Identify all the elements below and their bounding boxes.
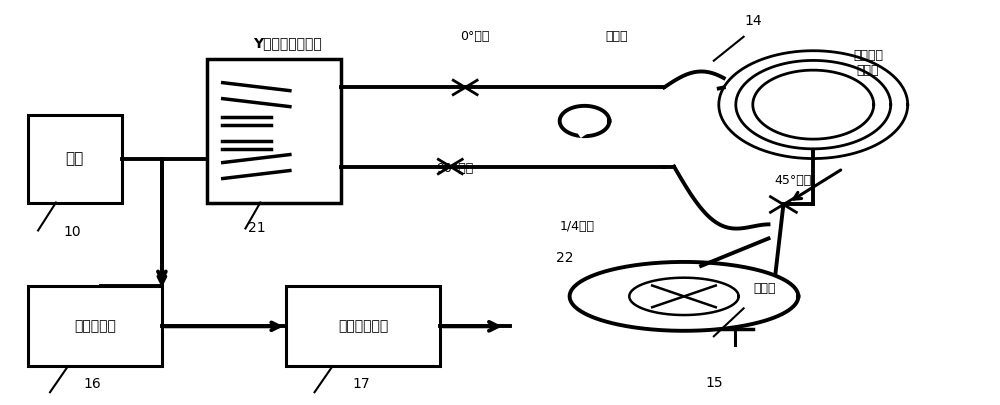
Bar <box>286 286 440 366</box>
Bar <box>28 286 162 366</box>
Text: 光源: 光源 <box>66 151 84 166</box>
Text: 15: 15 <box>705 376 723 390</box>
Text: Y波导相位调制器: Y波导相位调制器 <box>253 36 322 50</box>
Text: 14: 14 <box>745 14 762 28</box>
Text: 17: 17 <box>352 377 370 391</box>
Text: 10: 10 <box>64 226 81 239</box>
Text: 光电探测器: 光电探测器 <box>74 319 116 333</box>
Bar <box>207 59 341 202</box>
Text: 信号处理单元: 信号处理单元 <box>338 319 388 333</box>
Text: 22: 22 <box>556 252 573 265</box>
Text: 16: 16 <box>83 377 101 391</box>
Text: 1/4波片: 1/4波片 <box>560 220 595 233</box>
Text: 0°熔点: 0°熔点 <box>460 30 490 43</box>
Bar <box>28 115 122 202</box>
Text: 保偏延迟
光纤环: 保偏延迟 光纤环 <box>853 49 883 77</box>
Text: 耦合器: 耦合器 <box>605 30 628 43</box>
Text: 21: 21 <box>248 222 265 235</box>
Text: 反射镜: 反射镜 <box>754 282 776 295</box>
Text: 45°熔点: 45°熔点 <box>775 174 812 187</box>
Text: 90°熔点: 90°熔点 <box>437 162 474 175</box>
